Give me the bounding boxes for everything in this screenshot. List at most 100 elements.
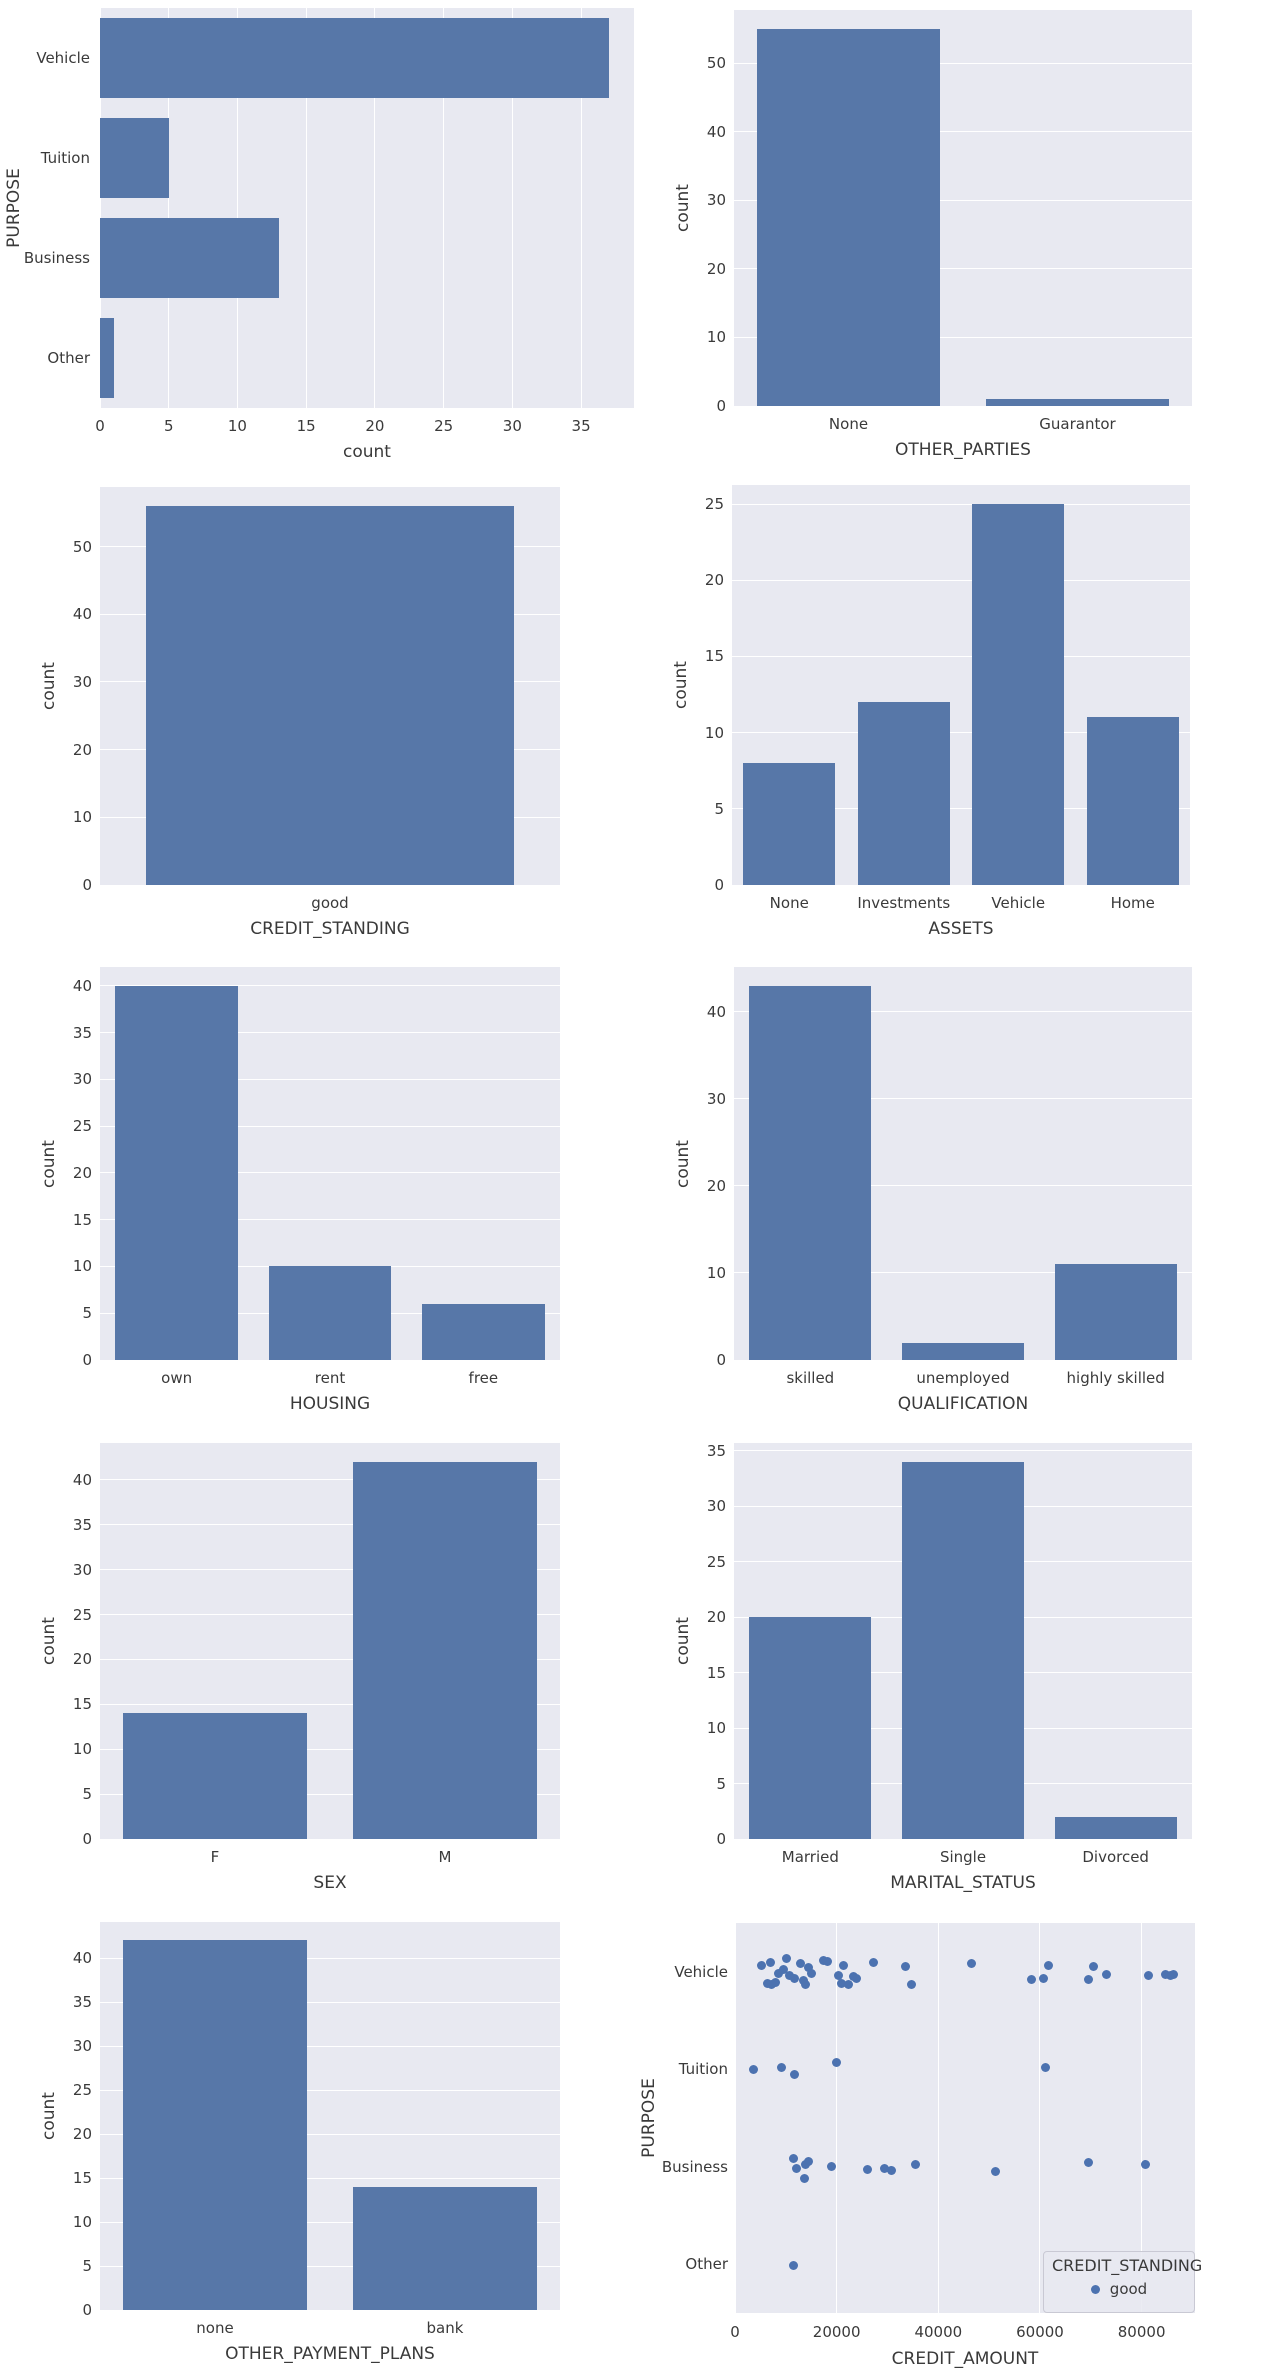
x-tick-label: 40000 <box>914 2323 963 2341</box>
gridline <box>305 8 307 408</box>
scatter-dot <box>1027 1975 1037 1985</box>
y-axis-label: count <box>673 1617 693 1665</box>
legend-entry: good <box>1052 2280 1186 2298</box>
bar-own <box>115 985 238 1360</box>
bar-Married <box>749 1617 872 1839</box>
y-tick-label: 30 <box>72 1560 92 1579</box>
x-category-label: free <box>468 1369 499 1387</box>
scatter-dot <box>1160 1969 1170 1979</box>
x-category-label: none <box>196 2319 234 2337</box>
x-category-label: Married <box>781 1848 839 1866</box>
gridline <box>100 1219 560 1221</box>
scatter-dot <box>788 2154 798 2164</box>
x-tick-label: 25 <box>434 417 454 435</box>
scatter-dot <box>967 1959 977 1969</box>
gridline <box>100 1078 560 1080</box>
gridline <box>100 985 560 987</box>
y-tick-label: 5 <box>82 2257 92 2275</box>
scatter-dot <box>838 1960 848 1970</box>
scatter-dot <box>990 2167 1000 2177</box>
scatter-dot <box>1169 1969 1179 1979</box>
bar-unemployed <box>901 1342 1025 1360</box>
gridline <box>734 1923 736 2313</box>
scatter-dot <box>862 2164 872 2174</box>
gridline <box>734 1272 1192 1274</box>
gridline <box>374 8 376 408</box>
gridline <box>100 1748 560 1750</box>
scatter-dot <box>887 2166 897 2176</box>
x-category-label: unemployed <box>916 1369 1010 1387</box>
gridline <box>1039 1923 1041 2313</box>
y-tick-label: 35 <box>72 1023 92 1042</box>
y-tick-label: 0 <box>716 397 726 415</box>
gridline <box>734 1098 1192 1100</box>
gridline <box>732 503 1190 505</box>
y-tick-label: 40 <box>72 1949 92 1968</box>
y-axis-label: count <box>671 661 691 709</box>
scatter-dot <box>785 1971 795 1981</box>
y-axis-label: count <box>39 2092 59 2140</box>
scatter-dot <box>1039 1973 1049 1983</box>
gridline <box>100 2221 560 2223</box>
scatter-dot <box>900 1962 910 1972</box>
y-tick-label: 35 <box>72 1993 92 2012</box>
y-tick-label: 25 <box>72 1605 92 1624</box>
gridline <box>734 1011 1192 1013</box>
y-tick-label: 0 <box>82 1351 92 1369</box>
bar-F <box>123 1713 307 1839</box>
y-tick-label: 35 <box>72 1515 92 1534</box>
gridline <box>580 8 582 408</box>
gridline <box>937 1923 939 2313</box>
legend-marker-icon <box>1090 2284 1100 2294</box>
y-tick-label: 40 <box>72 976 92 995</box>
scatter-dot <box>822 1956 832 1966</box>
scatter-dot <box>827 2162 837 2172</box>
plot-area <box>735 1923 1195 2313</box>
x-category-label: rent <box>314 1369 346 1387</box>
y-tick-label: 15 <box>72 1210 92 1229</box>
y-axis-label: count <box>39 1617 59 1665</box>
gridline <box>100 1658 560 1660</box>
y-axis-label: PURPOSE <box>4 168 24 248</box>
scatter-dot <box>843 1980 853 1990</box>
scatter-dot <box>766 1958 776 1968</box>
scatter-dot <box>792 2163 801 2173</box>
y-tick-label: 5 <box>82 1304 92 1323</box>
y-tick-label: 5 <box>82 1785 92 1804</box>
scatter-dot <box>778 1964 788 1974</box>
scatter-dot <box>803 2157 813 2167</box>
gridline <box>732 808 1190 810</box>
x-category-label: Home <box>1110 894 1155 912</box>
x-tick-label: 20 <box>365 417 385 435</box>
y-axis-label: count <box>673 184 693 232</box>
gridline <box>734 405 1192 407</box>
scatter-dot <box>773 1968 783 1978</box>
y-category-label: Business <box>23 249 90 267</box>
gridline <box>734 336 1192 338</box>
scatter-dot <box>837 1978 847 1988</box>
gridline <box>100 884 560 886</box>
bar-None <box>756 28 941 406</box>
gridline <box>100 2265 560 2267</box>
x-axis-label: MARITAL_STATUS <box>890 1873 1036 1893</box>
gridline <box>734 131 1192 133</box>
y-tick-label: 0 <box>716 1351 726 1369</box>
y-tick-label: 20 <box>706 1176 726 1195</box>
x-category-label: M <box>438 1848 452 1866</box>
y-tick-label: 25 <box>72 1117 92 1136</box>
x-category-label: skilled <box>786 1369 835 1387</box>
y-tick-label: 10 <box>704 723 724 742</box>
y-tick-label: 30 <box>706 191 726 210</box>
gridline <box>100 1614 560 1615</box>
gridline <box>734 1838 1192 1840</box>
x-axis-label: OTHER_PARTIES <box>895 440 1031 460</box>
scatter-dot <box>1143 1971 1153 1981</box>
gridline <box>100 1703 560 1705</box>
scatter-dot <box>770 1977 780 1987</box>
scatter-dot <box>790 1973 800 1983</box>
gridline <box>99 8 101 408</box>
y-tick-label: 10 <box>706 328 726 347</box>
bar-Tuition <box>100 118 169 198</box>
y-tick-label: 40 <box>706 1002 726 1021</box>
gridline <box>100 1125 560 1127</box>
